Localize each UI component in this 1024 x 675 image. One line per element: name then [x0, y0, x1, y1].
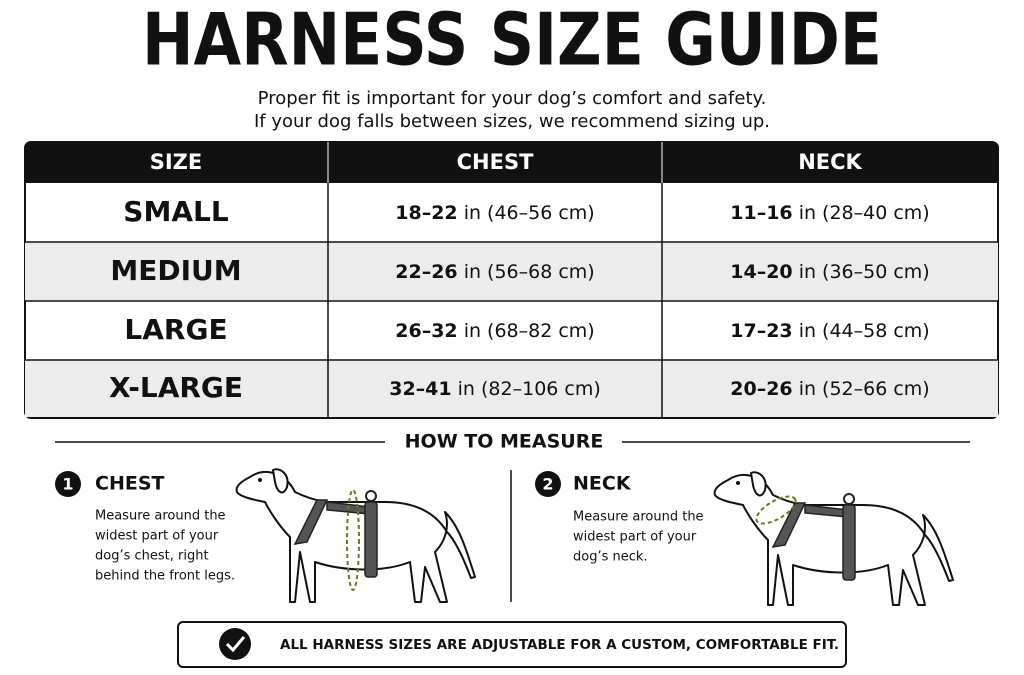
- measure-detail: in (36–50 cm): [799, 261, 930, 283]
- step-text: widest part of your: [573, 530, 697, 545]
- measure-inches: 18–22: [395, 202, 457, 224]
- row-bg: [25, 242, 998, 301]
- size-cell: SMALL: [123, 195, 229, 228]
- step-label: NECK: [573, 473, 632, 495]
- step-text: dog’s neck.: [573, 550, 648, 565]
- measure-detail: in (68–82 cm): [464, 320, 595, 342]
- header-cell: NECK: [798, 150, 862, 174]
- measure-inches: 32–41: [389, 378, 451, 400]
- size-cell: LARGE: [124, 313, 227, 346]
- section-title: HOW TO MEASURE: [405, 431, 604, 453]
- measure-cell: 32–41 in (82–106 cm): [389, 378, 601, 400]
- step-number: 2: [542, 475, 553, 494]
- measure-cell: 26–32 in (68–82 cm): [395, 320, 594, 342]
- measure-cell: 11–16 in (28–40 cm): [730, 202, 929, 224]
- measure-cell: 18–22 in (46–56 cm): [395, 202, 594, 224]
- measure-detail: in (56–68 cm): [464, 261, 595, 283]
- measure-cell: 17–23 in (44–58 cm): [730, 320, 929, 342]
- step: 2 NECK Measure around the widest part of…: [535, 471, 954, 606]
- step-text: Measure around the: [95, 509, 226, 524]
- measure-inches: 11–16: [730, 202, 792, 224]
- dog-illustration: [713, 471, 954, 606]
- measure-inches: 17–23: [730, 320, 792, 342]
- measure-detail: in (46–56 cm): [464, 202, 595, 224]
- header-cell: CHEST: [457, 150, 534, 174]
- measure-detail: in (52–66 cm): [799, 378, 930, 400]
- measure-inches: 20–26: [730, 378, 792, 400]
- measure-inches: 22–26: [395, 261, 457, 283]
- measure-cell: 20–26 in (52–66 cm): [730, 378, 929, 400]
- measure-detail: in (28–40 cm): [799, 202, 930, 224]
- header-row: [25, 142, 998, 183]
- measure-inches: 14–20: [730, 261, 792, 283]
- title: HARNESS SIZE GUIDE: [142, 0, 882, 82]
- measure-detail: in (44–58 cm): [799, 320, 930, 342]
- measure-cell: 22–26 in (56–68 cm): [395, 261, 594, 283]
- step-text: behind the front legs.: [95, 569, 235, 584]
- measure-cell: 14–20 in (36–50 cm): [730, 261, 929, 283]
- subtitle: Proper fit is important for your dog’s c…: [258, 88, 767, 109]
- row-bg: [25, 360, 998, 417]
- table-lines: [25, 142, 998, 418]
- measure-inches: 26–32: [395, 320, 457, 342]
- step-number: 1: [62, 475, 73, 494]
- size-cell: X-LARGE: [109, 371, 243, 404]
- step-text: dog’s chest, right: [95, 549, 209, 564]
- step-text: widest part of your: [95, 529, 219, 544]
- step-label: CHEST: [95, 473, 165, 495]
- header-cell: SIZE: [150, 150, 203, 174]
- footer-text: ALL HARNESS SIZES ARE ADJUSTABLE FOR A C…: [280, 637, 839, 653]
- subtitle: If your dog falls between sizes, we reco…: [254, 111, 770, 132]
- size-table: SIZE CHEST NECK SMALL 18–22 in (46–56 cm)…: [24, 141, 999, 419]
- footer-note: ALL HARNESS SIZES ARE ADJUSTABLE FOR A C…: [177, 621, 847, 668]
- size-cell: MEDIUM: [110, 254, 241, 287]
- step-text: Measure around the: [573, 510, 704, 525]
- measure-detail: in (82–106 cm): [458, 378, 601, 400]
- step: 1 CHEST Measure around the widest part o…: [55, 468, 476, 603]
